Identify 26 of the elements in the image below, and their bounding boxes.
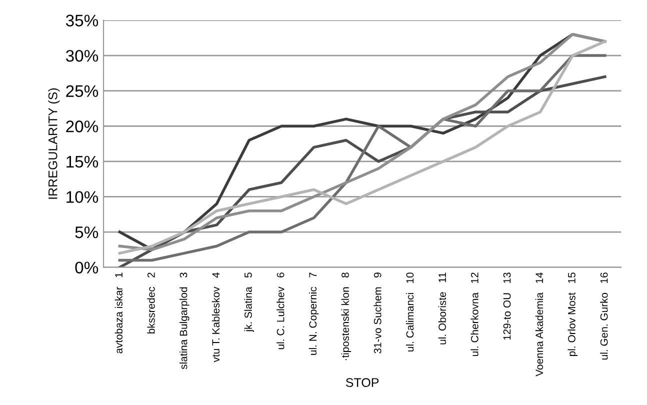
y-axis-title: IRREGULARITY (S)	[48, 88, 60, 199]
x-tick-label: slatina Bulgarplod 3	[180, 272, 190, 370]
y-tick-label: 0%	[75, 262, 98, 274]
x-tick-label: ul. C. Lulchev 6	[276, 272, 284, 350]
x-tick-label: Voenna Akademia 14	[535, 272, 544, 376]
y-tick-label: 10%	[66, 191, 98, 203]
x-tick-label: ·tipostenski klon 8	[341, 272, 351, 360]
x-tick-label: 129-to OU 13	[503, 272, 511, 340]
y-tick-label: 30%	[66, 50, 98, 62]
y-tick-label: 15%	[66, 156, 98, 168]
x-tick-label: ul. N. Copernic 7	[308, 272, 319, 355]
y-tick-label: 5%	[75, 226, 98, 238]
x-tick-label: ul. Oboriste 11	[438, 272, 446, 344]
x-tick-label: 31-vo Suchem 9	[374, 272, 382, 354]
x-tick-label: pl. Orlov Most 15	[568, 272, 578, 356]
y-tick-label: 20%	[66, 120, 98, 132]
x-tick-label: avtobaza iskar 1	[114, 272, 122, 354]
x-tick-label: jk. Slatina 5	[244, 272, 254, 332]
x-tick-label: bkssredec 2	[147, 272, 155, 334]
y-tick-label: 25%	[66, 85, 98, 98]
x-axis-title: STOP	[346, 378, 379, 387]
x-tick-label: ul. Gen. Gurko 16	[600, 272, 608, 360]
x-tick-label: ul. Cherkovna 12	[470, 272, 478, 356]
x-tick-label: vtu T. Kableskov 4	[212, 272, 220, 362]
x-tick-label: ul. Calimanci 10	[406, 272, 414, 352]
y-tick-label: 35%	[66, 14, 98, 26]
